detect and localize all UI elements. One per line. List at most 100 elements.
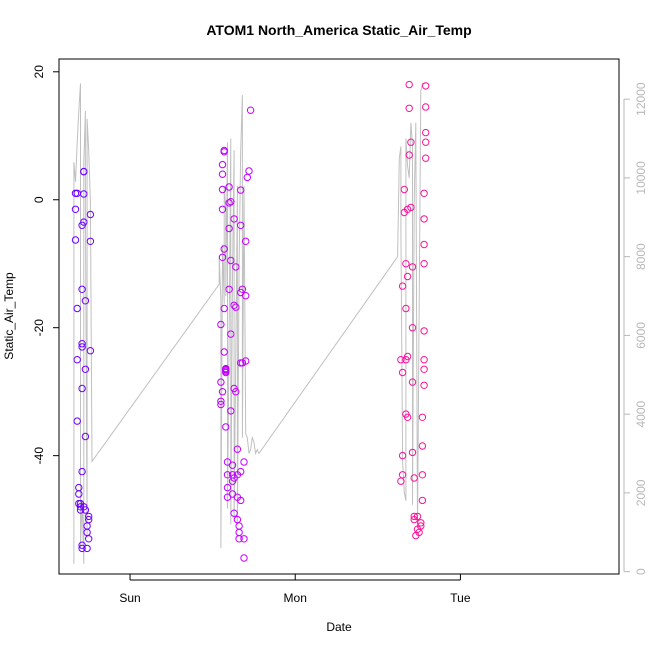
y-tick-label: -40 [32,447,46,465]
data-point [81,297,90,305]
data-point [403,352,412,361]
data-point [222,423,230,431]
data-point [75,490,83,498]
data-point [71,205,80,214]
data-point [78,340,86,348]
data-point [220,304,228,313]
plot-frame [58,58,620,575]
data-point [408,263,417,271]
data-point [405,104,413,113]
data-point [408,378,417,386]
data-point [227,407,235,415]
data-point [417,519,425,527]
data-point [242,237,250,246]
data-point [85,515,93,524]
data-point [230,301,238,309]
data-point [242,292,250,300]
data-point [240,554,248,562]
data-point [227,330,235,338]
y2-tick-label: 12000 [634,82,648,116]
data-point [83,544,91,553]
data-point [420,327,428,335]
data-point [408,324,417,332]
data-point [78,467,86,476]
data-point [240,535,248,543]
data-point [218,185,227,194]
data-point [237,186,245,194]
data-point [405,80,413,89]
data-point [73,356,81,364]
data-point [75,483,83,492]
data-point [218,160,227,169]
data-point [235,522,243,530]
data-point [80,190,88,198]
data-point [237,467,245,476]
data-point [418,471,427,479]
data-point [217,378,225,386]
data-point [410,474,418,482]
data-point [78,343,86,351]
data-point [220,348,228,356]
data-point [227,256,235,265]
data-point [242,357,250,365]
data-point [227,198,235,206]
y2-tick-label: 4000 [634,400,648,427]
data-point [218,170,227,178]
y2-tick-label: 8000 [634,243,648,270]
data-point [420,215,428,223]
data-point [225,183,233,191]
data-point [232,388,240,396]
data-point [85,512,93,521]
data-point [400,185,408,194]
data-point [217,397,225,405]
data-point [418,496,427,505]
data-point [218,205,227,214]
data-point [220,245,228,253]
data-point [225,199,233,207]
data-point [86,210,95,219]
data-point [223,483,232,492]
x-axis-label: Date [326,620,352,634]
data-point [81,365,90,373]
data-point [86,237,95,246]
plot-layer: -40 -20 0 20 0 2000 4000 6000 8000 10000 12000 Sun M… [32,58,648,605]
data-point [402,260,410,268]
data-point [398,368,407,377]
data-point [230,509,238,517]
data-point [228,461,237,469]
data-point [420,365,428,373]
data-point [71,236,80,244]
data-point [405,151,413,159]
x-tick-label: Sun [119,591,140,605]
data-point [420,240,428,249]
data-point [73,304,81,313]
data-point [246,106,255,114]
data-point [238,285,247,293]
data-point [417,522,425,530]
data-point [398,471,407,479]
data-point [407,138,415,146]
data-point [220,146,228,155]
y-tick-label: 0 [32,196,46,203]
data-point [232,263,240,271]
data-point [78,285,86,293]
data-point [410,512,418,521]
data-point [218,253,227,261]
data-point [420,189,428,198]
data-point [73,417,81,425]
data-point [85,535,93,543]
y2-tick-label: 2000 [634,479,648,506]
data-point [420,381,428,389]
data-point [80,218,88,226]
data-point [81,432,90,441]
data-point [81,506,90,514]
data-point [233,445,242,453]
x-tick-label: Tue [450,591,471,605]
data-point [408,448,417,457]
y2-tick-label: 0 [634,568,648,575]
data-point [397,356,405,364]
data-point [422,154,430,162]
data-point [245,167,253,175]
data-point [422,128,430,137]
